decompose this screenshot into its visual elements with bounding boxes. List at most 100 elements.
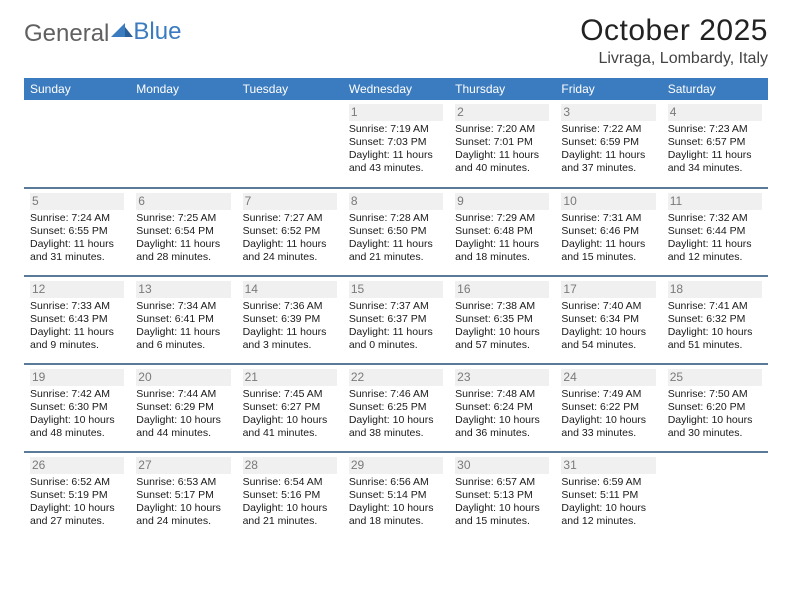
day-cell: 18 Sunrise: 7:41 AMSunset: 6:32 PMDayligh… [662,277,768,363]
daylight-text: Daylight: 11 hours and 6 minutes. [136,326,230,352]
daylight-text: Daylight: 10 hours and 30 minutes. [668,414,762,440]
day-cell: 11Sunrise: 7:32 AMSunset: 6:44 PMDayligh… [662,189,768,275]
daylight-text: Daylight: 11 hours and 34 minutes. [668,149,762,175]
sunset-text: Sunset: 5:11 PM [561,489,655,502]
day-number: 9 [455,193,549,210]
day-number: 27 [136,457,230,474]
day-number: 6 [136,193,230,210]
day-cell: 1Sunrise: 7:19 AMSunset: 7:03 PMDaylight… [343,100,449,187]
day-cell: 19Sunrise: 7:42 AMSunset: 6:30 PMDayligh… [24,365,130,451]
sunset-text: Sunset: 6:20 PM [668,401,762,414]
day-number: 19 [30,369,124,386]
daylight-text: Daylight: 11 hours and 28 minutes. [136,238,230,264]
sunrise-text: Sunrise: 7:23 AM [668,123,762,136]
sunrise-text: Sunrise: 7:42 AM [30,388,124,401]
day-cell: 7Sunrise: 7:27 AMSunset: 6:52 PMDaylight… [237,189,343,275]
day-cell [130,100,236,187]
day-cell: 9Sunrise: 7:29 AMSunset: 6:48 PMDaylight… [449,189,555,275]
day-header: Tuesday [237,78,343,100]
sunrise-text: Sunrise: 7:32 AM [668,212,762,225]
sunset-text: Sunset: 6:22 PM [561,401,655,414]
sunrise-text: Sunrise: 7:24 AM [30,212,124,225]
day-number: 1 [349,104,443,121]
location-label: Livraga, Lombardy, Italy [580,50,768,68]
sunset-text: Sunset: 6:59 PM [561,136,655,149]
logo-text-1: General [24,20,109,48]
day-cell: 8Sunrise: 7:28 AMSunset: 6:50 PMDaylight… [343,189,449,275]
logo-text-2: Blue [133,18,181,46]
day-number: 7 [243,193,337,210]
day-cell: 5Sunrise: 7:24 AMSunset: 6:55 PMDaylight… [24,189,130,275]
day-cell: 16Sunrise: 7:38 AMSunset: 6:35 PMDayligh… [449,277,555,363]
day-number: 17 [561,281,655,298]
day-cell: 15Sunrise: 7:37 AMSunset: 6:37 PMDayligh… [343,277,449,363]
day-number: 20 [136,369,230,386]
day-header: Sunday [24,78,130,100]
day-cell: 24Sunrise: 7:49 AMSunset: 6:22 PMDayligh… [555,365,661,451]
daylight-text: Daylight: 10 hours and 54 minutes. [561,326,655,352]
sunset-text: Sunset: 6:27 PM [243,401,337,414]
sunset-text: Sunset: 6:50 PM [349,225,443,238]
day-header: Monday [130,78,236,100]
day-cell: 23Sunrise: 7:48 AMSunset: 6:24 PMDayligh… [449,365,555,451]
sunset-text: Sunset: 5:17 PM [136,489,230,502]
day-cell: 12Sunrise: 7:33 AMSunset: 6:43 PMDayligh… [24,277,130,363]
sunset-text: Sunset: 6:30 PM [30,401,124,414]
daylight-text: Daylight: 10 hours and 21 minutes. [243,502,337,528]
sunrise-text: Sunrise: 7:34 AM [136,300,230,313]
daylight-text: Daylight: 10 hours and 38 minutes. [349,414,443,440]
day-cell [24,100,130,187]
day-number: 18 [668,281,762,298]
day-number: 10 [561,193,655,210]
sunset-text: Sunset: 6:34 PM [561,313,655,326]
sunrise-text: Sunrise: 7:28 AM [349,212,443,225]
day-cell: 2Sunrise: 7:20 AMSunset: 7:01 PMDaylight… [449,100,555,187]
sunset-text: Sunset: 6:57 PM [668,136,762,149]
daylight-text: Daylight: 11 hours and 0 minutes. [349,326,443,352]
day-number: 8 [349,193,443,210]
sunrise-text: Sunrise: 7:27 AM [243,212,337,225]
sunset-text: Sunset: 6:39 PM [243,313,337,326]
day-cell: 27Sunrise: 6:53 AMSunset: 5:17 PMDayligh… [130,453,236,540]
daylight-text: Daylight: 10 hours and 51 minutes. [668,326,762,352]
sunrise-text: Sunrise: 7:38 AM [455,300,549,313]
sunrise-text: Sunrise: 7:46 AM [349,388,443,401]
sunrise-text: Sunrise: 7:37 AM [349,300,443,313]
sunset-text: Sunset: 7:03 PM [349,136,443,149]
day-number: 31 [561,457,655,474]
sunrise-text: Sunrise: 7:44 AM [136,388,230,401]
day-number: 23 [455,369,549,386]
day-cell: 17Sunrise: 7:40 AMSunset: 6:34 PMDayligh… [555,277,661,363]
day-cell: 22Sunrise: 7:46 AMSunset: 6:25 PMDayligh… [343,365,449,451]
sunset-text: Sunset: 6:54 PM [136,225,230,238]
sunset-text: Sunset: 5:14 PM [349,489,443,502]
day-cell: 25Sunrise: 7:50 AMSunset: 6:20 PMDayligh… [662,365,768,451]
daylight-text: Daylight: 10 hours and 44 minutes. [136,414,230,440]
day-cell: 29Sunrise: 6:56 AMSunset: 5:14 PMDayligh… [343,453,449,540]
daylight-text: Daylight: 11 hours and 43 minutes. [349,149,443,175]
daylight-text: Daylight: 11 hours and 24 minutes. [243,238,337,264]
daylight-text: Daylight: 11 hours and 15 minutes. [561,238,655,264]
day-cell: 4Sunrise: 7:23 AMSunset: 6:57 PMDaylight… [662,100,768,187]
day-cell: 3Sunrise: 7:22 AMSunset: 6:59 PMDaylight… [555,100,661,187]
day-cell: 21Sunrise: 7:45 AMSunset: 6:27 PMDayligh… [237,365,343,451]
sunset-text: Sunset: 7:01 PM [455,136,549,149]
sunset-text: Sunset: 6:43 PM [30,313,124,326]
daylight-text: Daylight: 11 hours and 9 minutes. [30,326,124,352]
day-header: Friday [555,78,661,100]
daylight-text: Daylight: 11 hours and 12 minutes. [668,238,762,264]
day-number: 29 [349,457,443,474]
day-cell: 31Sunrise: 6:59 AMSunset: 5:11 PMDayligh… [555,453,661,540]
daylight-text: Daylight: 10 hours and 15 minutes. [455,502,549,528]
sunrise-text: Sunrise: 6:56 AM [349,476,443,489]
sunrise-text: Sunrise: 7:41 AM [668,300,762,313]
sunrise-text: Sunrise: 6:57 AM [455,476,549,489]
sunset-text: Sunset: 5:19 PM [30,489,124,502]
day-header-row: Sunday Monday Tuesday Wednesday Thursday… [24,78,768,100]
sunset-text: Sunset: 6:32 PM [668,313,762,326]
sunrise-text: Sunrise: 7:22 AM [561,123,655,136]
daylight-text: Daylight: 11 hours and 3 minutes. [243,326,337,352]
day-cell: 20Sunrise: 7:44 AMSunset: 6:29 PMDayligh… [130,365,236,451]
day-number: 22 [349,369,443,386]
week-row: 26Sunrise: 6:52 AMSunset: 5:19 PMDayligh… [24,452,768,540]
